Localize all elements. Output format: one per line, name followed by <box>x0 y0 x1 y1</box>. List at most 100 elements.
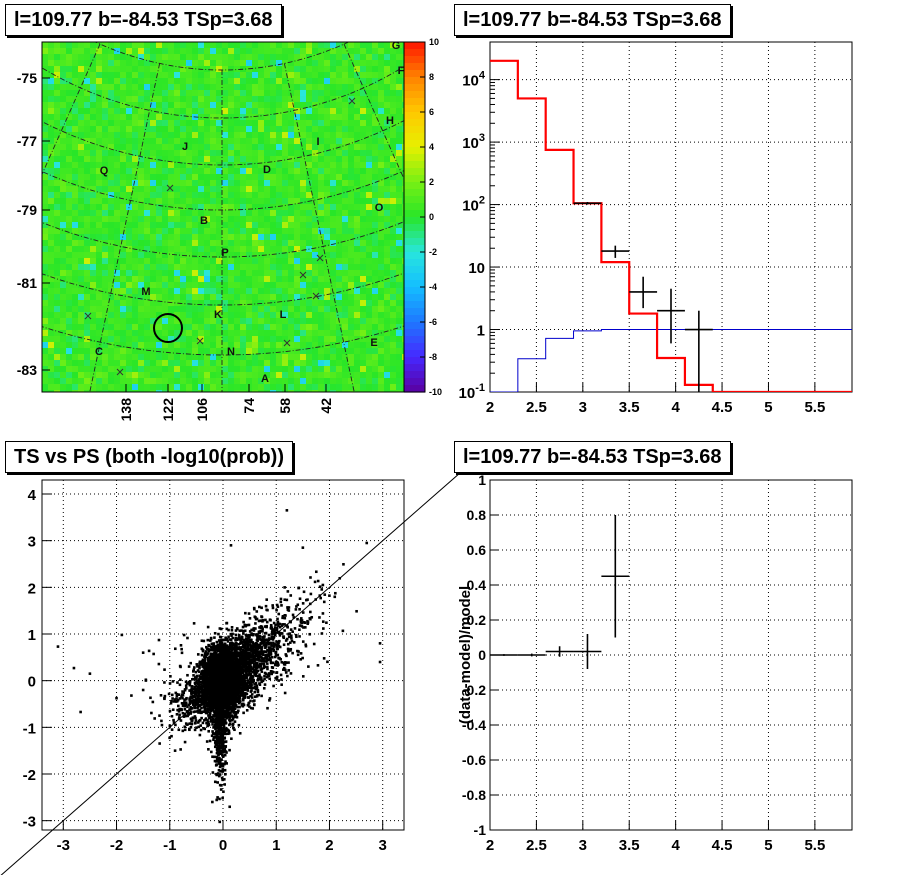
heatmap-cell <box>234 330 241 337</box>
heatmap-cell <box>252 366 259 373</box>
heatmap-cell <box>342 228 349 235</box>
heatmap-cell <box>336 66 343 73</box>
heatmap-cell <box>366 180 373 187</box>
heatmap-cell <box>246 324 253 331</box>
heatmap-cell <box>252 282 259 289</box>
heatmap-cell <box>90 42 97 49</box>
heatmap-cell <box>354 306 361 313</box>
heatmap-cell <box>108 360 115 367</box>
heatmap-cell <box>390 84 397 91</box>
heatmap-cell <box>120 150 127 157</box>
heatmap-cell <box>192 60 199 67</box>
heatmap-cell <box>354 324 361 331</box>
heatmap-cell <box>240 378 247 385</box>
region-label-k: K <box>214 309 222 321</box>
heatmap-cell <box>168 198 175 205</box>
heatmap-cell <box>96 114 103 121</box>
heatmap-cell <box>300 126 307 133</box>
heatmap-cell <box>246 246 253 253</box>
heatmap-cell <box>390 144 397 151</box>
heatmap-cell <box>228 48 235 55</box>
heatmap-cell <box>372 84 379 91</box>
heatmap-cell <box>84 318 91 325</box>
heatmap-cell <box>276 360 283 367</box>
heatmap-cell <box>150 198 157 205</box>
heatmap-cell <box>132 306 139 313</box>
heatmap-cell <box>60 216 67 223</box>
heatmap-cell <box>228 360 235 367</box>
heatmap-cell <box>270 42 277 49</box>
spectrum-x-tick: 2 <box>486 399 494 416</box>
scatter-point <box>219 636 223 639</box>
heatmap-cell <box>270 228 277 235</box>
scatter-x-tick: -3 <box>57 837 70 854</box>
heatmap-cell <box>210 300 217 307</box>
heatmap-cell <box>354 366 361 373</box>
heatmap-cell <box>312 384 319 391</box>
heatmap-cell <box>180 180 187 187</box>
heatmap-cell <box>378 282 385 289</box>
heatmap-cell <box>240 186 247 193</box>
heatmap-cell <box>150 240 157 247</box>
heatmap-cell <box>78 252 85 259</box>
heatmap-cell <box>222 174 229 181</box>
heatmap-cell <box>120 372 127 379</box>
heatmap-cell <box>162 138 169 145</box>
heatmap-cell <box>384 282 391 289</box>
heatmap-cell <box>186 300 193 307</box>
heatmap-cell <box>360 258 367 265</box>
heatmap-cell <box>126 222 133 229</box>
heatmap-cell <box>48 300 55 307</box>
heatmap-cell <box>174 372 181 379</box>
heatmap-cell <box>78 348 85 355</box>
heatmap-cell <box>240 222 247 229</box>
heatmap-cell <box>324 294 331 301</box>
heatmap-cell <box>240 330 247 337</box>
heatmap-cell <box>306 354 313 361</box>
heatmap-cell <box>210 72 217 79</box>
heatmap-cell <box>78 132 85 139</box>
heatmap-cell <box>354 180 361 187</box>
heatmap-cell <box>366 294 373 301</box>
heatmap-cell <box>138 156 145 163</box>
heatmap-cell <box>348 198 355 205</box>
heatmap-cell <box>96 234 103 241</box>
colorbar-band <box>404 49 425 57</box>
heatmap-cell <box>150 336 157 343</box>
heatmap-cell <box>150 342 157 349</box>
heatmap-cell <box>312 318 319 325</box>
heatmap-cell <box>102 126 109 133</box>
heatmap-cell <box>228 258 235 265</box>
heatmap-cell <box>258 342 265 349</box>
heatmap-cell <box>396 234 403 241</box>
heatmap-cell <box>78 120 85 127</box>
heatmap-cell <box>324 168 331 175</box>
heatmap-cell <box>150 48 157 55</box>
heatmap-cell <box>234 210 241 217</box>
heatmap-cell <box>270 180 277 187</box>
heatmap-cell <box>132 174 139 181</box>
heatmap-cell <box>306 48 313 55</box>
heatmap-cell <box>180 186 187 193</box>
heatmap-cell <box>342 60 349 67</box>
heatmap-cell <box>144 204 151 211</box>
heatmap-cell <box>120 384 127 391</box>
heatmap-cell <box>102 336 109 343</box>
heatmap-cell <box>264 324 271 331</box>
heatmap-cell <box>372 204 379 211</box>
heatmap-cell <box>372 252 379 259</box>
heatmap-cell <box>54 372 61 379</box>
heatmap-cell <box>402 360 404 367</box>
heatmap-cell <box>48 180 55 187</box>
heatmap-cell <box>258 96 265 103</box>
x-marker <box>116 368 124 376</box>
heatmap-cell <box>162 222 169 229</box>
heatmap-cell <box>216 258 223 265</box>
heatmap-cell <box>168 156 175 163</box>
heatmap-cell <box>192 390 199 392</box>
heatmap-cell <box>156 198 163 205</box>
heatmap-cell <box>294 60 301 67</box>
heatmap-cell <box>336 102 343 109</box>
heatmap-cell <box>348 306 355 313</box>
heatmap-cell <box>228 276 235 283</box>
